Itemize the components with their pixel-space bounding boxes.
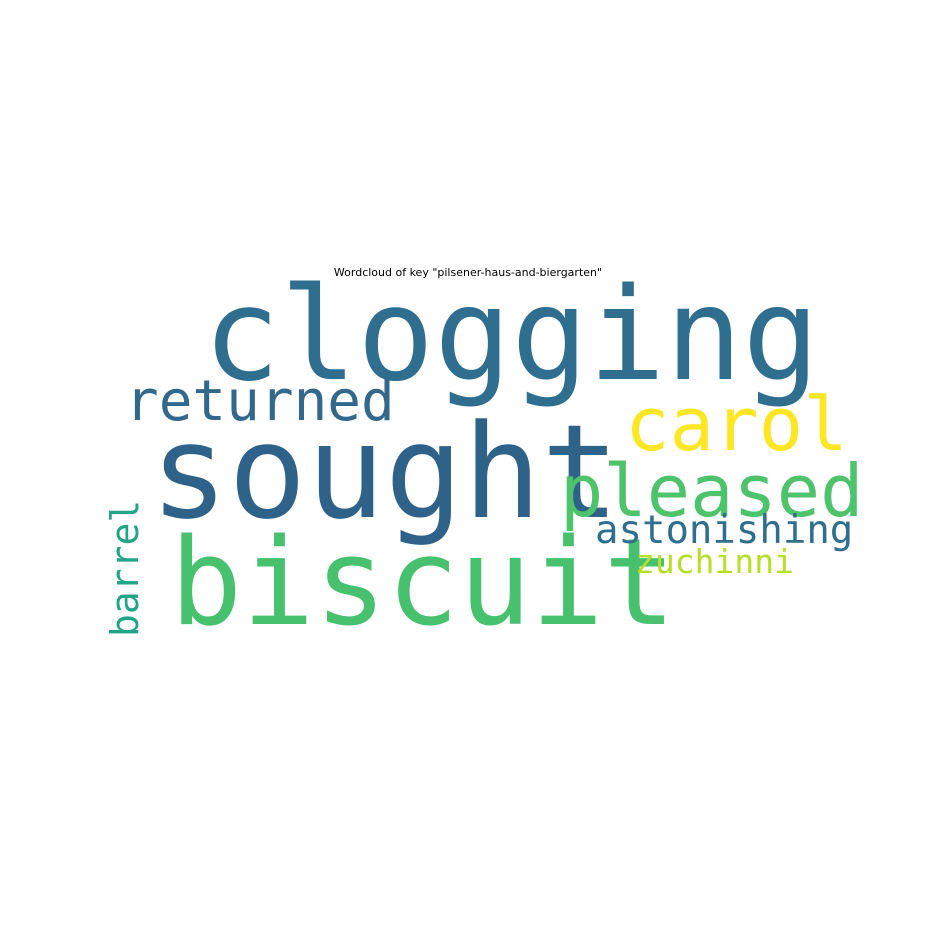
word-returned: returned (125, 369, 395, 434)
word-astonishing: astonishing (595, 508, 854, 553)
word-zuchinni: zuchinni (635, 542, 794, 581)
word-clogging: clogging (203, 261, 820, 410)
word-pleased: pleased (560, 449, 864, 533)
chart-title: Wordcloud of key "pilsener-haus-and-bier… (333, 266, 603, 279)
word-carol: carol (625, 382, 848, 468)
word-biscuit: biscuit (170, 514, 676, 653)
word-barrel: barrel (103, 499, 147, 637)
word-sought: sought (150, 396, 620, 548)
